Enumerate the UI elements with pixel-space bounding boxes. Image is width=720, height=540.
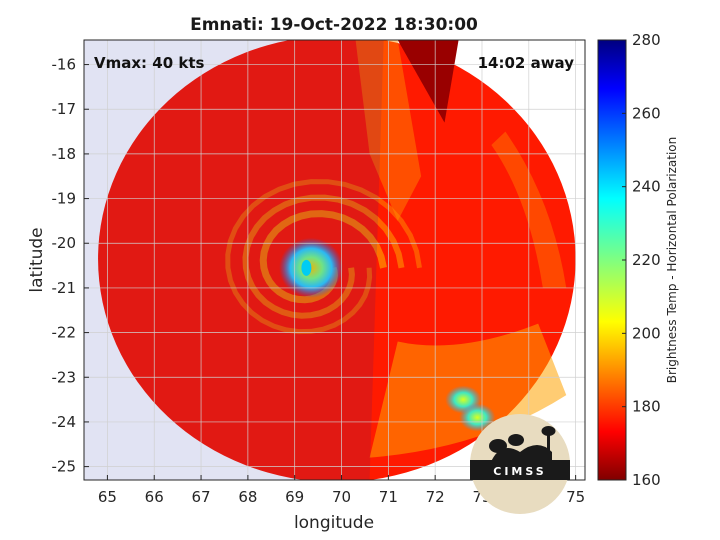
colorbar-tick-label: 200	[632, 324, 661, 342]
x-tick-label: 65	[98, 488, 117, 506]
vmax-annotation: Vmax: 40 kts	[94, 54, 204, 72]
y-tick-label: -16	[52, 56, 77, 74]
cold-patch	[397, 40, 459, 123]
x-tick-label: 66	[145, 488, 164, 506]
y-tick-label: -19	[52, 190, 77, 208]
y-tick-label: -21	[52, 279, 77, 297]
colorbar-tick-label: 280	[632, 31, 661, 49]
x-tick-label: 72	[426, 488, 445, 506]
y-tick-label: -23	[52, 368, 77, 386]
x-tick-label: 71	[379, 488, 398, 506]
y-tick-label: -25	[52, 458, 77, 476]
x-tick-label: 68	[238, 488, 257, 506]
colorbar-ticks: 160 180 200 220 240 260 280	[622, 31, 661, 489]
y-tick-label: -17	[52, 100, 77, 118]
rain-band	[225, 179, 422, 335]
y-tick-label: -24	[52, 413, 77, 431]
chart-title: Emnati: 19-Oct-2022 18:30:00	[190, 15, 478, 35]
colorbar-label: Brightness Temp - Horizontal Polarizatio…	[665, 137, 679, 384]
colorbar-tick-label: 160	[632, 471, 661, 489]
x-tick-label: 75	[566, 488, 585, 506]
y-axis-label: latitude	[27, 227, 47, 292]
logo-text: CIMSS	[493, 465, 546, 478]
x-tick-label: 67	[192, 488, 211, 506]
x-tick-label: 70	[332, 488, 351, 506]
colorbar-tick-label: 180	[632, 398, 661, 416]
x-axis-label: longitude	[294, 513, 374, 533]
y-tick-label: -22	[52, 324, 77, 342]
y-tick-label: -18	[52, 145, 77, 163]
colorbar-tick-label: 220	[632, 251, 661, 269]
cimss-logo: CIMSS	[470, 414, 570, 514]
colorbar: 160 180 200 220 240 260 280 Brightness Temp - …	[597, 31, 679, 489]
colorbar-tick-label: 240	[632, 178, 661, 196]
eye-wall-min	[301, 259, 312, 276]
plot-frame	[83, 39, 586, 481]
scan-overlap	[84, 40, 384, 480]
swath-image	[84, 40, 576, 480]
y-tick-label: -20	[52, 234, 77, 252]
colorbar-tick-label: 260	[632, 104, 661, 122]
warm-patch	[459, 403, 496, 432]
colorbar-gradient	[597, 39, 627, 481]
x-tick-label: 69	[285, 488, 304, 506]
time-away-annotation: 14:02 away	[478, 54, 575, 72]
rain-band	[242, 194, 405, 319]
